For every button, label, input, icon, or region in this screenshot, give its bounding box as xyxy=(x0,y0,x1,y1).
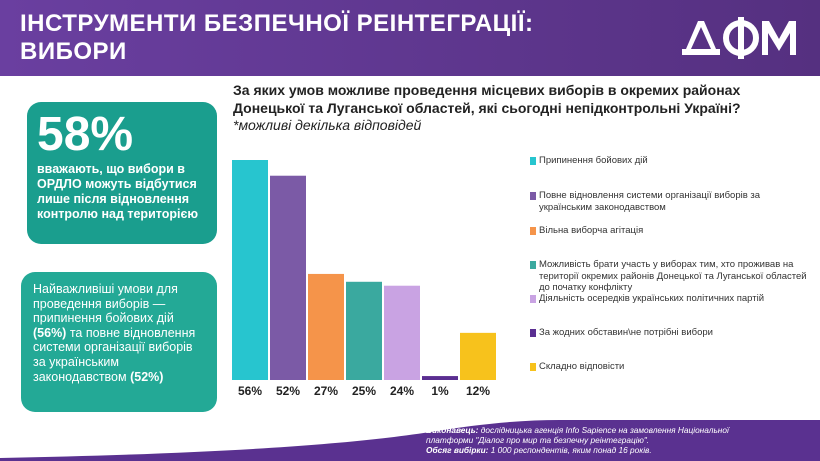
bar-1 xyxy=(232,160,268,380)
legend-label-7: Складно відповісти xyxy=(539,361,625,372)
footer-sample-label: Обсяг вибірки: xyxy=(426,445,489,455)
legend-item-1: Припинення бойових дій xyxy=(530,155,815,167)
legend-label-6: За жодних обставин\не потрібні вибори xyxy=(539,327,713,338)
footer-exec-label: Виконавець: xyxy=(426,425,479,435)
conditions-pct-2: (52%) xyxy=(130,369,164,384)
survey-question: За яких умов можливе проведення місцевих… xyxy=(233,82,743,135)
legend-label-2: Повне відновлення системи організації ви… xyxy=(539,190,761,213)
legend-swatch-4 xyxy=(530,261,536,269)
dom-logo-graphic xyxy=(682,17,796,59)
footer-credits: Виконавець: дослідницька агенція Info Sa… xyxy=(426,425,756,455)
bar-value-label-5: 24% xyxy=(390,384,414,398)
bar-6 xyxy=(422,376,458,380)
legend-label-4: Можливість брати участь у виборах тим, х… xyxy=(539,259,807,293)
bar-chart: 56% 52% 27% 25% 24% 1% 12% xyxy=(232,160,496,398)
bar-value-label-4: 25% xyxy=(352,384,376,398)
conditions-card: Найважливіші умови для проведення виборі… xyxy=(21,272,217,412)
bar-2 xyxy=(270,175,306,380)
legend-swatch-2 xyxy=(530,192,536,200)
bar-4 xyxy=(346,281,382,380)
legend-swatch-1 xyxy=(530,157,536,165)
bar-value-label-1: 56% xyxy=(238,384,262,398)
bar-value-label-7: 12% xyxy=(466,384,490,398)
legend-label-5: Діяльність осередків українських політич… xyxy=(539,293,765,304)
conditions-text-2: та повне відновлення системи організації… xyxy=(33,325,196,384)
question-note: *можливі декілька відповідей xyxy=(233,117,422,133)
question-main: За яких умов можливе проведення місцевих… xyxy=(233,82,741,116)
header-banner: ІНСТРУМЕНТИ БЕЗПЕЧНОЇ РЕІНТЕГРАЦІЇ: ВИБО… xyxy=(0,0,820,76)
legend-label-3: Вільна виборча агітація xyxy=(539,225,644,236)
legend-item-7: Складно відповісти xyxy=(530,361,815,373)
dom-logo xyxy=(678,12,802,64)
bar-value-label-3: 27% xyxy=(314,384,338,398)
bar-value-label-6: 1% xyxy=(431,384,449,398)
legend-item-2: Повне відновлення системи організації ви… xyxy=(530,190,815,213)
main-stat-text: вважають, що вибори в ОРДЛО можуть відбу… xyxy=(37,162,199,221)
page-title-line2: ВИБОРИ xyxy=(20,38,127,65)
footer-exec-text: дослідницька агенція Info Sapience на за… xyxy=(426,425,729,445)
legend-item-3: Вільна виборча агітація xyxy=(530,225,815,237)
footer-sample-text: 1 000 респондентів, яким понад 16 років. xyxy=(488,445,652,455)
footer-banner: Виконавець: дослідницька агенція Info Sa… xyxy=(0,420,820,461)
legend-item-6: За жодних обставин\не потрібні вибори xyxy=(530,327,815,339)
legend-swatch-6 xyxy=(530,329,536,337)
bar-7 xyxy=(460,332,496,380)
bar-value-label-2: 52% xyxy=(276,384,300,398)
bar-5 xyxy=(384,285,420,380)
conditions-text-1: Найважливіші умови для проведення виборі… xyxy=(33,282,178,326)
bar-3 xyxy=(308,273,344,380)
legend-swatch-7 xyxy=(530,363,536,371)
legend-swatch-5 xyxy=(530,295,536,303)
legend-item-4: Можливість брати участь у виборах тим, х… xyxy=(530,259,815,294)
legend-item-5: Діяльність осередків українських політич… xyxy=(530,293,815,305)
conditions-pct-1: (56%) xyxy=(33,325,67,340)
footer-wave xyxy=(0,420,820,461)
main-stat-card: 58% вважають, що вибори в ОРДЛО можуть в… xyxy=(27,102,217,244)
page-title: ІНСТРУМЕНТИ БЕЗПЕЧНОЇ РЕІНТЕГРАЦІЇ: ВИБО… xyxy=(20,10,620,66)
legend-label-1: Припинення бойових дій xyxy=(539,155,648,166)
legend-swatch-3 xyxy=(530,227,536,235)
main-stat-percent: 58% xyxy=(37,108,134,161)
page-title-line1: ІНСТРУМЕНТИ БЕЗПЕЧНОЇ РЕІНТЕГРАЦІЇ: xyxy=(20,10,534,37)
